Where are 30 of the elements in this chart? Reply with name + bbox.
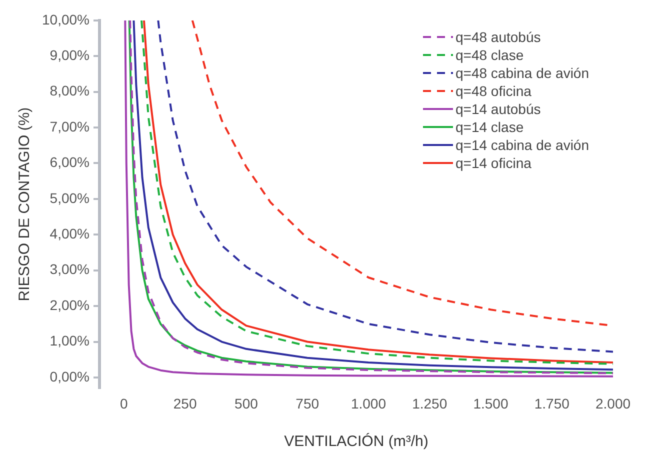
legend-label: q=48 cabina de avión	[456, 64, 589, 82]
x-tick-label: 1.750	[534, 395, 570, 412]
y-tick-label: 0,00%	[50, 368, 90, 384]
y-tick-label: 6,00%	[50, 154, 90, 170]
legend-label: q=14 cabina de avión	[456, 136, 589, 154]
legend-label: q=48 oficina	[456, 82, 532, 100]
x-tick-label: 750	[296, 395, 320, 412]
legend-label: q=14 autobús	[456, 100, 541, 118]
legend-label: q=14 clase	[456, 118, 524, 136]
y-tick-label: 2,00%	[50, 296, 90, 313]
y-tick-label: 7,00%	[50, 118, 90, 134]
legend-label: q=48 clase	[456, 46, 524, 64]
y-axis-title: RIESGO DE CONTAGIO (%)	[16, 107, 34, 302]
y-tick-label: 5,00%	[50, 190, 90, 206]
legend-label: q=14 oficina	[456, 154, 532, 172]
x-tick-label: 250	[173, 395, 197, 412]
x-tick-label: 1.000	[350, 395, 386, 412]
y-tick-label: 4,00%	[50, 226, 90, 242]
y-tick-label: 1,00%	[50, 332, 90, 349]
x-tick-label: 0	[120, 395, 128, 412]
x-tick-label: 1.500	[473, 395, 508, 412]
legend-label: q=48 autobús	[456, 28, 541, 46]
y-tick-label: 9,00%	[50, 46, 90, 63]
x-axis-title: VENTILACIÓN (m³/h)	[284, 432, 428, 450]
x-tick-label: 500	[234, 395, 258, 412]
x-tick-label: 1.250	[412, 395, 448, 412]
y-tick-label: 10,00%	[42, 11, 90, 28]
y-tick-label: 3,00%	[50, 261, 90, 278]
y-tick-label: 8,00%	[50, 82, 90, 99]
x-tick-label: 2.000	[595, 395, 631, 412]
